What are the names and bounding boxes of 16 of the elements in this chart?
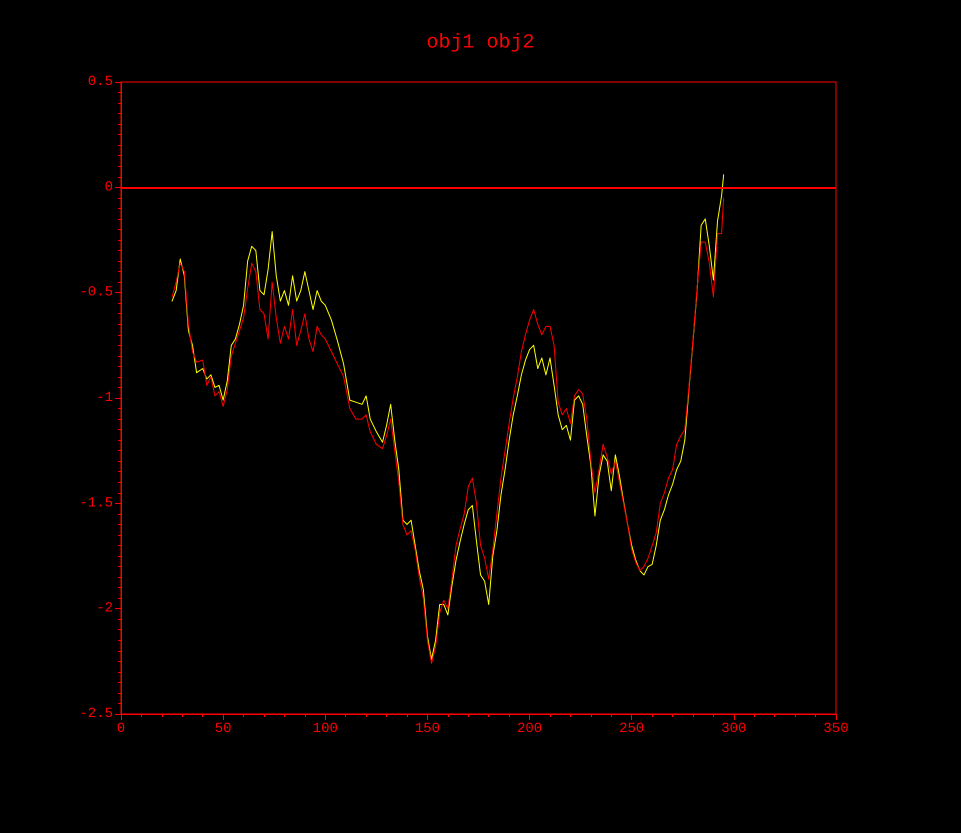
y-tick-label: -0.5 xyxy=(79,284,113,301)
x-tick-label: 200 xyxy=(516,721,542,737)
x-tick-label: 350 xyxy=(823,721,849,737)
x-tick-label: 300 xyxy=(721,721,746,737)
y-tick-label: -1.5 xyxy=(79,495,113,512)
x-tick-label: 250 xyxy=(619,721,644,737)
y-tick-label: 0.5 xyxy=(88,74,113,90)
x-tick-label: 50 xyxy=(214,721,232,737)
x-tick-label: 0 xyxy=(116,721,126,737)
x-tick-label: 150 xyxy=(414,721,440,737)
y-tick-label: -2.5 xyxy=(79,706,113,722)
y-tick-label: 0 xyxy=(104,179,113,196)
chart-title: obj1 obj2 xyxy=(426,32,535,54)
y-tick-label: -2 xyxy=(96,600,113,617)
y-tick-label: -1 xyxy=(96,390,113,406)
x-tick-label: 100 xyxy=(312,721,338,737)
